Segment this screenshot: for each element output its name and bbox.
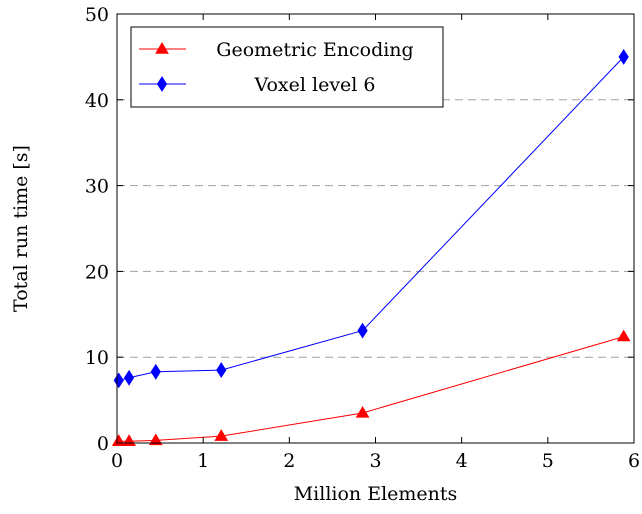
series-layer (111, 48, 631, 446)
x-tick-label: 3 (369, 450, 381, 472)
y-tick-label: 0 (97, 433, 109, 455)
data-point (216, 362, 227, 378)
data-point (355, 405, 370, 418)
legend-entry: Voxel level 6 (139, 74, 376, 96)
y-tick-label: 40 (85, 90, 109, 112)
data-point (214, 429, 229, 441)
x-tick-label: 0 (111, 450, 123, 472)
series-voxel-level-6 (113, 48, 629, 389)
data-point (123, 369, 135, 386)
x-tick-label: 1 (197, 450, 209, 472)
data-point (150, 363, 161, 380)
data-point (357, 322, 368, 339)
legend-marker (155, 42, 169, 54)
x-tick-label: 6 (628, 450, 640, 472)
axis-ticks: 0 10 20 30 40 50 0 1 2 3 4 5 6 (85, 4, 640, 472)
series-line (118, 336, 624, 442)
legend-entry: Geometric Encoding (139, 39, 414, 61)
grid-lines (117, 99, 634, 358)
y-tick-label: 10 (85, 347, 109, 369)
y-tick-label: 50 (85, 4, 109, 26)
legend-box (130, 26, 444, 108)
data-point (122, 434, 136, 446)
x-tick-label: 5 (542, 450, 554, 472)
series-geometric-encoding (111, 329, 631, 446)
data-point (616, 329, 631, 342)
legend-marker (156, 76, 168, 92)
x-tick-label: 4 (456, 450, 468, 472)
x-axis-title: Million Elements (294, 483, 458, 505)
y-tick-label: 20 (85, 261, 109, 283)
data-point (148, 433, 163, 446)
y-tick-label: 30 (85, 176, 109, 198)
y-axis-title: Total run time [s] (10, 145, 32, 312)
legend: Geometric Encoding Voxel level 6 (130, 26, 444, 108)
legend-label: Voxel level 6 (254, 74, 376, 96)
data-point (618, 48, 629, 65)
x-tick-label: 2 (283, 450, 295, 472)
data-point (111, 434, 126, 446)
legend-label: Geometric Encoding (216, 39, 413, 61)
data-point (113, 372, 124, 389)
